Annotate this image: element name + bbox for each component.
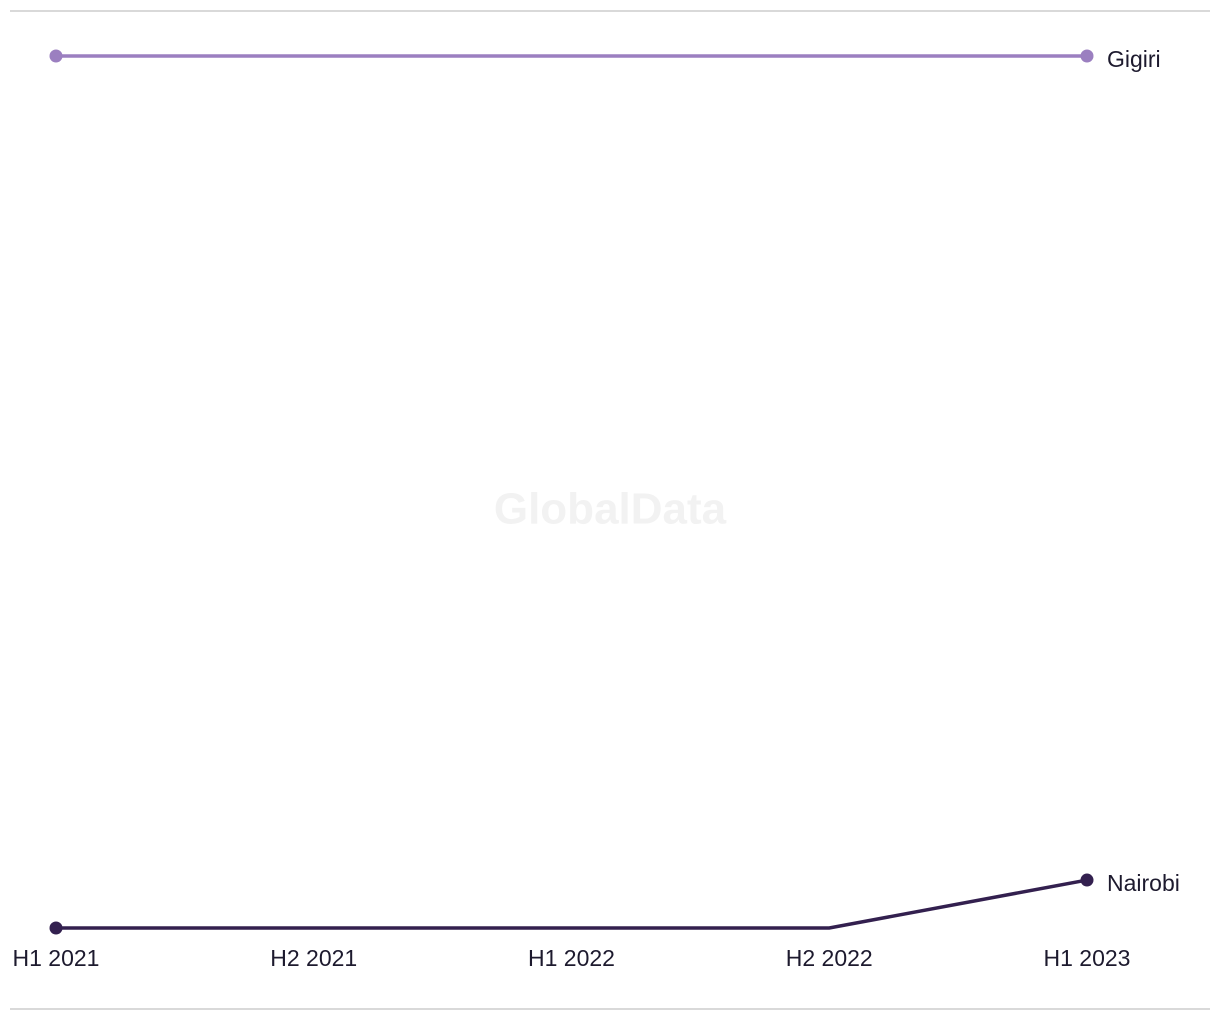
x-tick-label: H2 2021: [270, 945, 357, 971]
x-tick-label: H1 2022: [528, 945, 615, 971]
x-tick-label: H1 2021: [13, 945, 100, 971]
x-tick-label: H2 2022: [786, 945, 873, 971]
watermark: GlobalData: [494, 485, 727, 534]
x-tick-label: H1 2023: [1044, 945, 1131, 971]
series-dot: [49, 49, 63, 63]
series-label: Nairobi: [1107, 870, 1180, 896]
series-dot: [1080, 49, 1094, 63]
series-line: [56, 878, 1088, 930]
series-dot: [49, 921, 63, 935]
series-label: Gigiri: [1107, 46, 1161, 72]
series-dot: [1080, 873, 1094, 887]
